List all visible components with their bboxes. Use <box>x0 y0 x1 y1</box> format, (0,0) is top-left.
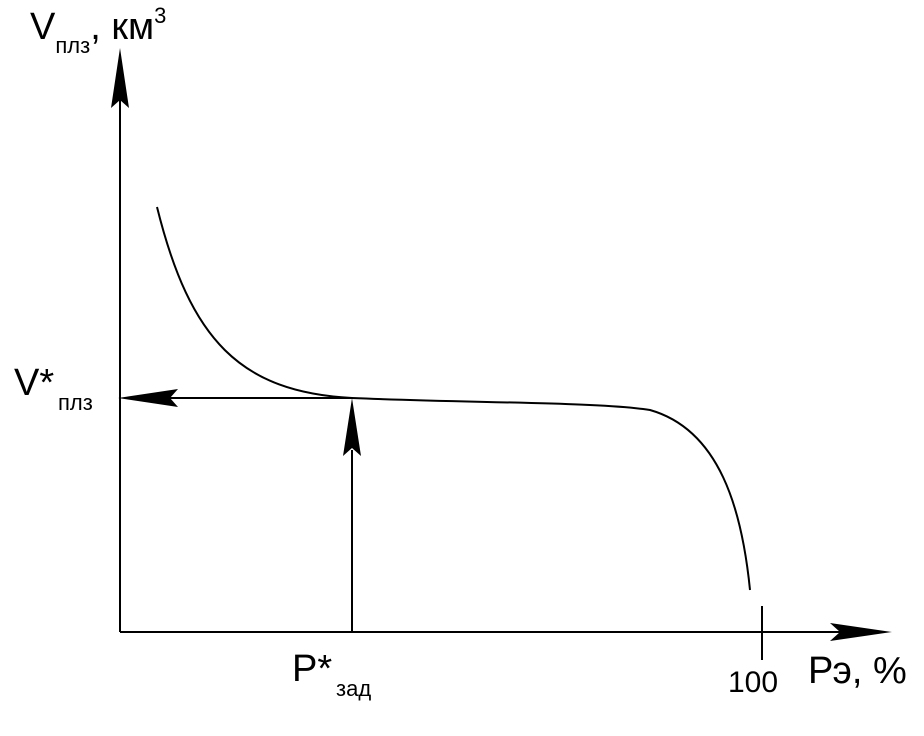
p-star-arrowhead <box>343 398 361 456</box>
x-axis-label: Рэ, % <box>808 650 907 692</box>
tick-100-label: 100 <box>728 666 779 699</box>
v-star-label-main: V* <box>14 362 55 404</box>
v-star-arrowhead <box>118 389 178 407</box>
x-axis-arrowhead <box>830 623 892 641</box>
y-axis-label-main: V <box>30 6 56 48</box>
y-axis-label: Vплз, км3 <box>30 5 166 57</box>
volume-curve <box>156 206 751 591</box>
y-axis-label-sub: плз <box>55 33 91 58</box>
p-star-label-sub: зад <box>336 676 372 701</box>
v-star-label-sub: плз <box>58 390 93 415</box>
v-star-label: V* <box>14 364 54 402</box>
y-axis-label-sup: 3 <box>154 3 167 28</box>
p-star-label: P* <box>292 650 332 688</box>
y-axis-label-unit: , км <box>90 6 155 48</box>
y-axis-arrowhead <box>111 48 129 108</box>
p-star-label-main: P* <box>292 648 333 690</box>
